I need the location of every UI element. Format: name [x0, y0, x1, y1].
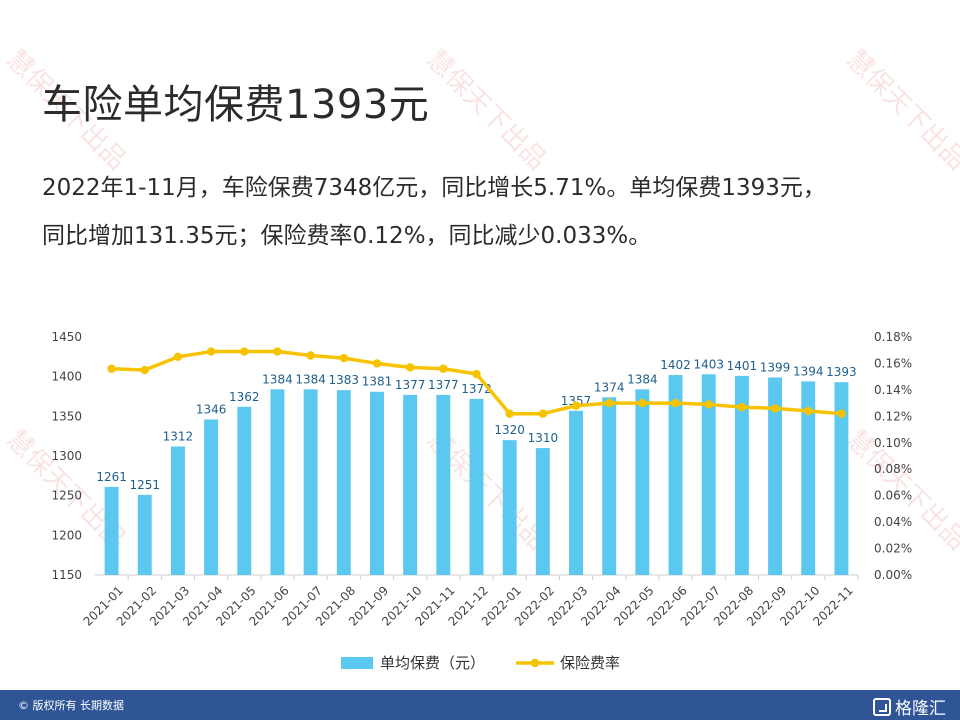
y-right-tick-label: 0.08%: [874, 462, 912, 476]
rate-point: [240, 347, 249, 356]
rate-point: [604, 398, 614, 408]
y-left-tick-label: 1300: [51, 449, 82, 463]
bar-value-label: 1261: [96, 470, 127, 484]
bar-value-label: 1381: [362, 375, 393, 389]
bar: [801, 381, 816, 575]
bar-value-label: 1312: [163, 429, 194, 443]
brand-name: 格隆汇: [895, 699, 946, 719]
rate-point: [538, 409, 548, 418]
bar: [469, 398, 484, 575]
bar: [170, 446, 185, 575]
bar: [403, 394, 418, 575]
bar-value-label: 1384: [295, 372, 326, 386]
y-right-tick-label: 0.18%: [874, 330, 912, 344]
bar-value-label: 1320: [494, 423, 525, 437]
legend-bar-label: 单均保费（元）: [380, 654, 485, 672]
bar-value-label: 1374: [594, 380, 625, 394]
bar: [436, 394, 451, 575]
rate-point: [505, 409, 514, 418]
bar: [734, 375, 749, 575]
rate-point: [173, 352, 183, 362]
bar-value-label: 1402: [660, 358, 691, 372]
y-left-tick-label: 1250: [51, 489, 82, 503]
bar-value-label: 1399: [760, 360, 791, 374]
y-left-tick-label: 1200: [51, 528, 82, 542]
bar: [768, 377, 783, 575]
bar: [303, 389, 318, 575]
legend-line-label: 保险费率: [560, 654, 620, 672]
bar-value-label: 1393: [826, 365, 857, 379]
rate-point: [306, 351, 315, 360]
bar: [137, 494, 152, 575]
slide-title: 车险单均保费1393元: [42, 82, 430, 128]
rate-point: [671, 398, 680, 408]
rate-point: [439, 364, 448, 373]
rate-point: [638, 398, 647, 408]
y-left-tick-label: 1350: [51, 409, 82, 423]
bar-value-label: 1384: [262, 372, 293, 386]
y-right-tick-label: 0.04%: [874, 515, 912, 529]
rate-point: [372, 359, 382, 368]
summary-line: 2022年1-11月，车险保费7348亿元，同比增长5.71%。单均保费1393…: [42, 175, 826, 201]
rate-point: [704, 400, 713, 409]
rate-point: [837, 409, 846, 418]
y-right-tick-label: 0.10%: [874, 436, 912, 450]
bar-value-label: 1403: [693, 357, 724, 371]
bar: [602, 397, 617, 575]
bar: [104, 486, 119, 575]
rate-point: [571, 401, 581, 410]
rate-point: [107, 364, 116, 373]
bar: [569, 410, 583, 575]
rate-point: [273, 347, 282, 356]
bar: [204, 419, 219, 575]
rate-point: [472, 369, 481, 379]
brand-mark-icon: [873, 697, 891, 716]
combo-chart: 1150 1200 1250 1300 1350 1400 1450 0.00% 0.02% 0.…: [51, 330, 912, 672]
y-left-tick-label: 1400: [51, 370, 82, 384]
bar-value-label: 1384: [627, 372, 658, 386]
rate-point: [339, 353, 349, 363]
bar-value-label: 1251: [129, 478, 160, 492]
y-right-tick-label: 0.14%: [874, 383, 912, 397]
rate-point: [140, 365, 149, 375]
bar: [237, 406, 252, 575]
bar: [834, 382, 849, 575]
bar: [635, 389, 650, 575]
y-right-tick-label: 0.00%: [874, 568, 912, 582]
y-right-tick-label: 0.06%: [874, 489, 912, 503]
bar: [535, 448, 550, 575]
bar: [668, 375, 683, 575]
bar-value-label: 1362: [229, 390, 260, 404]
y-right-tick-label: 0.16%: [874, 356, 912, 370]
bar-value-label: 1310: [528, 431, 559, 445]
y-right-tick-label: 0.02%: [874, 542, 912, 556]
y-left-tick-label: 1150: [51, 568, 82, 582]
rate-point: [804, 406, 813, 416]
footer-bar: © 版权所有 长期数据 格隆汇: [0, 690, 960, 720]
bar-value-label: 1394: [793, 364, 824, 378]
rate-point: [206, 347, 216, 356]
rate-point: [737, 402, 747, 412]
bar: [270, 389, 285, 575]
bar: [336, 390, 351, 575]
copyright-text: © 版权所有 长期数据: [18, 699, 124, 712]
summary-line: 同比增加131.35元；保险费率0.12%，同比减少0.033%。: [42, 223, 652, 249]
legend-line-marker: [530, 658, 540, 668]
y-left-tick-label: 1450: [51, 330, 82, 344]
rate-point: [405, 363, 415, 372]
bar-value-label: 1401: [727, 359, 758, 373]
bar: [701, 374, 716, 575]
y-right-tick-label: 0.12%: [874, 409, 912, 423]
bar-value-label: 1346: [196, 403, 227, 417]
bar-value-label: 1377: [428, 378, 459, 392]
legend-bar-swatch: [341, 657, 373, 669]
brand-logo: 格隆汇: [873, 694, 946, 719]
bar-value-label: 1383: [329, 373, 360, 387]
bar: [370, 391, 384, 575]
summary-text: 2022年1-11月，车险保费7348亿元，同比增长5.71%。单均保费1393…: [42, 164, 932, 260]
rate-point: [770, 404, 780, 413]
bar-value-label: 1377: [395, 378, 426, 392]
bar: [502, 440, 517, 575]
